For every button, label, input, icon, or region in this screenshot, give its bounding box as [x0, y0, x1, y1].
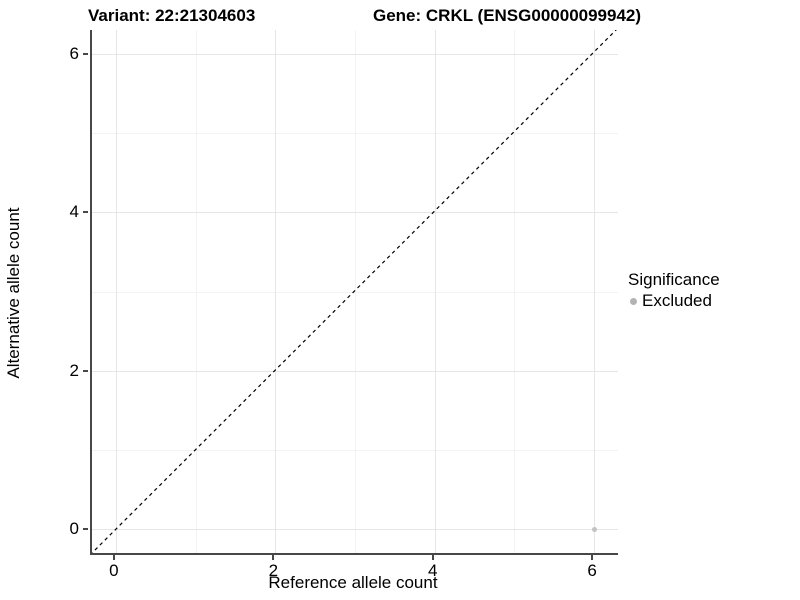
- identity-line: [92, 30, 617, 553]
- x-major-gridline: [275, 30, 277, 553]
- plot-panel: [90, 30, 618, 555]
- x-tick-mark: [591, 555, 594, 560]
- y-major-gridline: [92, 212, 618, 214]
- y-tick-mark: [83, 211, 88, 214]
- excluded-dot-icon: [630, 297, 637, 305]
- y-major-gridline: [92, 370, 618, 372]
- y-minor-gridline: [92, 449, 618, 451]
- x-tick-label: 2: [268, 561, 279, 580]
- y-minor-gridline: [92, 133, 618, 134]
- y-tick-label: 6: [69, 43, 79, 63]
- x-major-gridline: [434, 30, 436, 553]
- legend-item-excluded: Excluded: [628, 291, 720, 311]
- x-tick-label: 4: [427, 561, 438, 580]
- legend-item-label: Excluded: [642, 291, 712, 310]
- plot-title-variant: Variant: 22:21304603: [88, 6, 256, 25]
- x-tick-mark: [112, 555, 115, 560]
- plot-title-gene: Gene: CRKL (ENSG00000099942): [373, 6, 642, 25]
- y-major-gridline: [92, 529, 618, 531]
- x-tick-mark: [272, 555, 275, 560]
- x-tick-label: 6: [587, 561, 597, 580]
- y-major-gridline: [92, 53, 618, 55]
- y-minor-gridline: [92, 291, 618, 293]
- data-point-excluded: [591, 526, 597, 532]
- y-tick-label: 0: [69, 519, 79, 539]
- y-tick-label: 4: [69, 202, 79, 222]
- x-tick-mark: [431, 555, 434, 560]
- x-major-gridline: [594, 30, 596, 553]
- x-tick-label: 0: [109, 561, 119, 580]
- y-tick-mark: [83, 369, 88, 372]
- y-tick-label: 2: [69, 360, 79, 380]
- x-major-gridline: [115, 30, 117, 553]
- legend: Significance Excluded: [628, 270, 720, 311]
- legend-title: Significance: [628, 270, 720, 289]
- y-tick-mark: [83, 528, 88, 531]
- y-axis-title: Alternative allele count: [4, 207, 23, 379]
- x-axis-title: Reference allele count: [268, 573, 438, 592]
- y-tick-mark: [83, 52, 88, 55]
